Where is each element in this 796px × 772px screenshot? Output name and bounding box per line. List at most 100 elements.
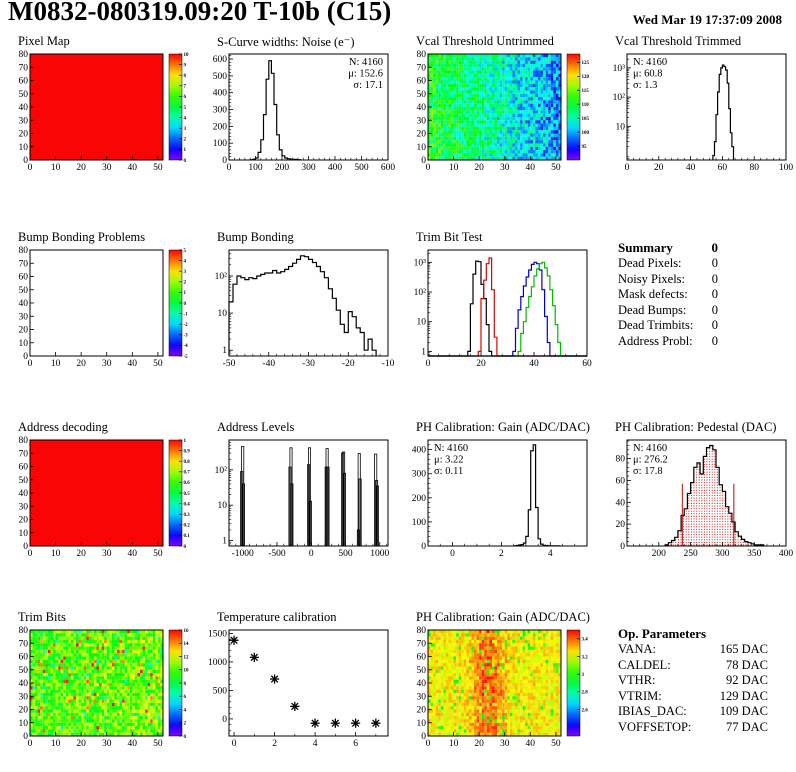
svg-text:50: 50 [19,286,29,296]
svg-text:50: 50 [417,90,427,100]
svg-text:300: 300 [301,163,316,173]
svg-text:30: 30 [19,692,29,702]
op-parameters-panel: Op. Parameters VANA: 165 DAC CALDEL: 78 DAC… [597,604,796,772]
svg-text:10: 10 [51,359,61,369]
trim-bits-map-chart: 0 10 20 30 40 50 0 10 20 30 40 50 60 70 80 0 2 4 6 8 10 12 14 1… [19,626,190,749]
svg-text:0: 0 [426,359,431,369]
plot-title: Bump Bonding [217,230,294,244]
svg-text:20: 20 [76,359,86,369]
svg-text:105: 105 [582,117,590,122]
svg-text:0.2: 0.2 [184,524,191,529]
vcal-trimmed-panel: Vcal Threshold Trimmed 0 20 40 60 80 100 10 10²… [597,28,796,224]
svg-text:4: 4 [184,708,187,713]
svg-text:6: 6 [353,739,358,749]
svg-text:1500: 1500 [208,629,227,639]
svg-text:80: 80 [417,50,427,60]
svg-text:40: 40 [19,489,29,499]
svg-text:0: 0 [222,715,227,725]
svg-text:115: 115 [582,89,590,94]
svg-text:μ: 3.22: μ: 3.22 [434,455,464,466]
svg-text:10: 10 [184,669,190,674]
plot-title: Pixel Map [18,34,70,48]
svg-text:0: 0 [625,163,630,173]
svg-text:300: 300 [715,549,730,559]
svg-text:400: 400 [213,89,228,99]
svg-text:20: 20 [76,739,86,749]
svg-text:0: 0 [184,735,187,740]
svg-text:0: 0 [28,549,33,559]
svg-text:200: 200 [652,549,667,559]
svg-text:110: 110 [582,103,590,108]
svg-text:40: 40 [686,163,696,173]
svg-text:50: 50 [153,359,163,369]
op-parameters-header: Op. Parameters [618,626,768,642]
svg-text:10³: 10³ [613,64,626,74]
plot-title: Temperature calibration [217,610,337,624]
svg-text:50: 50 [19,476,29,486]
svg-text:10: 10 [51,549,61,559]
svg-text:40: 40 [417,103,427,113]
svg-text:200: 200 [275,163,290,173]
svg-text:30: 30 [102,739,112,749]
svg-text:10²: 10² [215,272,228,282]
svg-text:30: 30 [19,312,29,322]
svg-text:200: 200 [213,122,228,132]
svg-text:30: 30 [102,549,112,559]
vcal-untrimmed-chart: 0 10 20 30 40 50 0 10 20 30 40 50 60 70 80 95 100 105 110 1… [417,50,590,173]
svg-text:0: 0 [421,542,426,552]
svg-text:10: 10 [218,309,228,319]
timestamp: Wed Mar 19 17:37:09 2008 [632,12,782,27]
svg-text:100: 100 [248,163,263,173]
svg-text:40: 40 [19,103,29,113]
summary-panel: Summary 0 Dead Pixels: 0 Noisy Pixels: 0 Mas… [597,224,796,414]
svg-text:100: 100 [412,518,427,528]
svg-text:80: 80 [749,163,759,173]
svg-text:10: 10 [51,163,61,173]
svg-text:μ: 60.8: μ: 60.8 [633,69,663,80]
trim-bits-map-panel: Trim Bits 0 10 20 30 40 50 0 10 20 30 40 50 60 70 80 0 2… [0,604,199,772]
svg-text:50: 50 [19,666,29,676]
svg-text:10: 10 [417,318,427,328]
svg-text:400: 400 [779,549,794,559]
svg-text:-1: -1 [184,312,189,317]
plot-title: Address decoding [18,420,108,434]
svg-text:0: 0 [28,739,33,749]
svg-text:20: 20 [654,163,664,173]
ph-gain-map-chart: 0 10 20 30 40 50010203040506070802.62.833.23.… [417,626,589,749]
svg-text:100: 100 [582,131,590,136]
page-title: M0832-080319.09:20 T-10b (C15) [8,0,392,26]
svg-text:20: 20 [19,706,29,716]
svg-text:50: 50 [153,549,163,559]
svg-text:N: 4160: N: 4160 [633,57,667,68]
svg-text:70: 70 [19,639,29,649]
svg-text:95: 95 [582,145,588,150]
address-decoding-panel: Address decoding 0 10 20 30 40 50 0 10 20 30 40 50 6… [0,414,199,604]
svg-text:500: 500 [354,163,369,173]
svg-text:0.6: 0.6 [184,481,191,486]
svg-text:70: 70 [417,63,427,73]
svg-text:40: 40 [19,299,29,309]
op-parameter-row: VANA: 165 DAC [618,642,768,656]
svg-text:0.9: 0.9 [184,449,191,454]
svg-text:40: 40 [128,163,138,173]
svg-text:10²: 10² [613,93,626,103]
scurve-noise-panel: S-Curve widths: Noise (e⁻) 0 100 200 300 400… [199,28,398,224]
plot-title: Vcal Threshold Trimmed [615,34,742,48]
svg-text:350: 350 [747,549,762,559]
svg-text:20: 20 [417,130,427,140]
svg-text:0: 0 [23,352,28,362]
svg-text:-30: -30 [302,359,315,369]
address-levels-panel: Address Levels -1000 -500 0 500 1000 1 10 10² [199,414,398,604]
plot-title: PH Calibration: Gain (ADC/DAC) [416,420,590,434]
ph-pedestal-panel: PH Calibration: Pedestal (DAC) 200 250 300… [597,414,796,604]
bump-bonding-panel: Bump Bonding -50 -40 -30 -20 -10 1 10 10² [199,224,398,414]
svg-text:50: 50 [153,163,163,173]
trim-bit-test-chart: 0 20 40 60 1 10 10² 10³ [414,249,592,369]
op-parameter-row: VTHR: 92 DAC [618,673,768,687]
svg-text:400: 400 [412,446,427,456]
svg-text:400: 400 [328,163,343,173]
svg-text:60: 60 [19,77,29,87]
svg-text:30: 30 [102,163,112,173]
